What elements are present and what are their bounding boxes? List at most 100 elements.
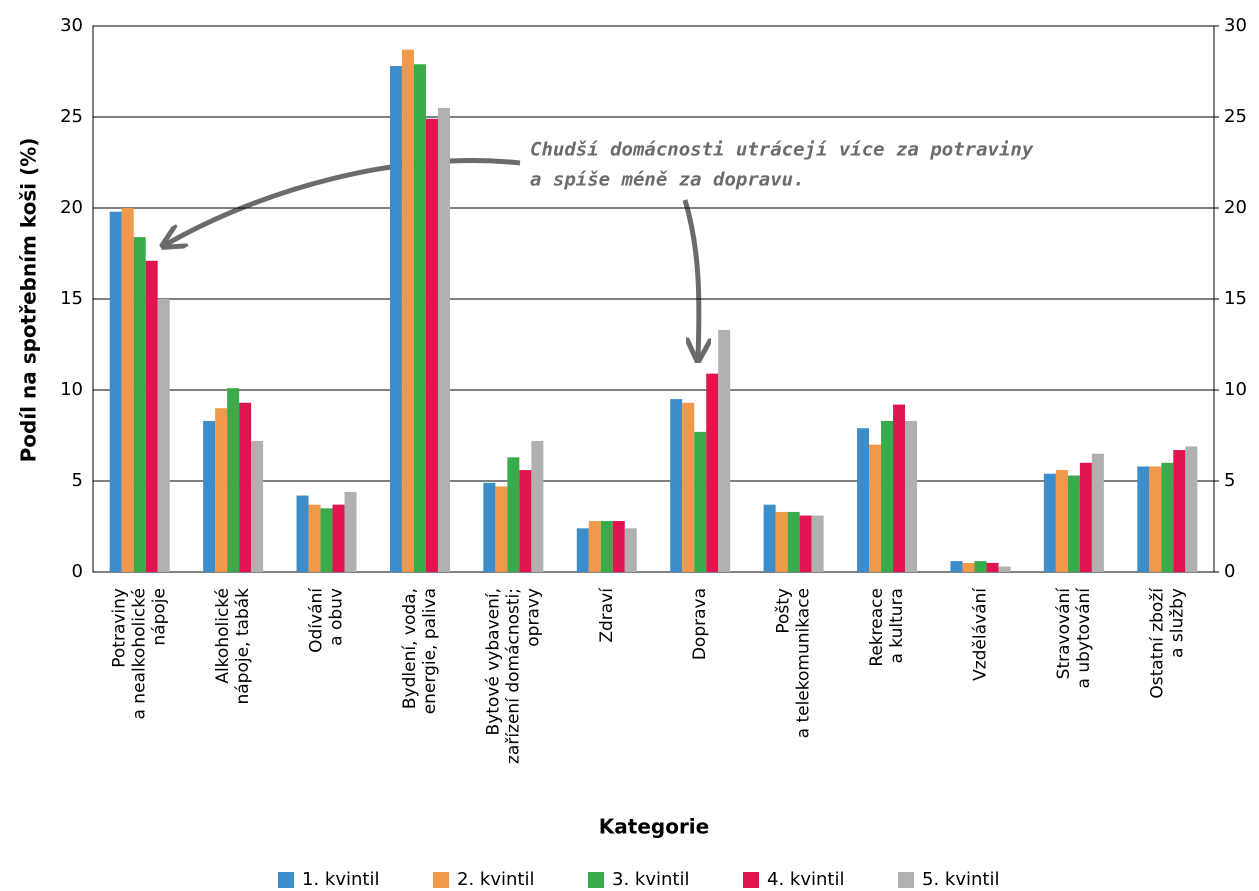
y2-tick-label: 20 [1224,197,1247,218]
legend-swatch [278,872,294,888]
x-tick-label: Stravovánía ubytování [1054,587,1094,689]
bar [682,402,695,572]
annotation-arrow [165,158,521,245]
bar [588,521,601,572]
bar [1149,466,1162,572]
y-tick-label: 0 [72,561,83,582]
x-tick-label: Potravinya nealkoholickénápoje [110,588,170,720]
bar [718,329,731,572]
legend-label: 4. kvintil [767,869,844,890]
y-tick-label: 5 [72,470,83,491]
bar [624,528,637,572]
legend-label: 1. kvintil [302,869,379,890]
bar [1185,446,1198,572]
legend-label: 3. kvintil [612,869,689,890]
bar [133,237,146,572]
y-tick-label: 20 [60,197,83,218]
x-tick-label: Rekreacea kultura [867,588,907,667]
annotation: a spíše méně za dopravu. [530,169,805,191]
bar [332,504,345,572]
bar [576,528,589,572]
x-tick-label: Alkoholickénápoje, tabák [213,588,253,705]
x-tick-label: Zdraví [597,587,617,643]
y-tick-label: 30 [60,15,83,36]
bar [670,399,683,572]
bar [215,408,228,572]
bar [799,515,812,572]
bar [109,211,122,572]
y2-tick-label: 25 [1224,106,1247,127]
bar [998,566,1011,572]
y2-tick-label: 10 [1224,379,1247,400]
y-axis-title: Podíl na spotřebním koši (%) [17,138,41,463]
bar [763,504,776,572]
bar [121,208,134,572]
y-tick-label: 15 [60,288,83,309]
bar [308,504,321,572]
legend-swatch [588,872,604,888]
bar [1161,462,1174,572]
bar [519,470,532,572]
bar [483,482,496,572]
bar [389,66,402,572]
bar [905,420,918,572]
bar [893,404,906,572]
x-tick-label: Ostatní zbožía služby [1147,587,1187,699]
y2-tick-label: 5 [1224,470,1235,491]
x-tick-label: Odívánía obuv [307,587,347,653]
bar [401,49,414,573]
bar [612,521,625,572]
bar [227,388,240,572]
bar [869,444,882,572]
legend-swatch [898,872,914,888]
bar [1079,462,1092,572]
bar [157,299,170,572]
bar [495,486,508,572]
y2-tick-label: 30 [1224,15,1247,36]
y2-tick-label: 15 [1224,288,1247,309]
bar [1043,473,1056,572]
bar [1173,450,1186,572]
bar [203,420,216,572]
bar [787,511,800,572]
x-tick-label: Bytové vybavení,zařízení domácnosti;opra… [483,588,543,764]
legend-swatch [433,872,449,888]
x-tick-label: Doprava [690,588,710,660]
bar [1137,466,1150,572]
bar [974,561,987,572]
bar [950,561,963,572]
legend-swatch [743,872,759,888]
bar [344,491,357,572]
bar [1067,475,1080,572]
x-axis-title: Kategorie [599,815,709,839]
bar [296,495,309,572]
bar [694,431,707,572]
bar [239,402,252,572]
bar [775,511,788,572]
annotation: Chudší domácnosti utrácejí více za potra… [530,139,1034,161]
y-tick-label: 10 [60,379,83,400]
y-tick-label: 25 [60,106,83,127]
bar [437,107,450,573]
legend-label: 5. kvintil [922,869,999,890]
x-tick-label: Bydlení, voda,energie, paliva [400,588,440,714]
bar [706,373,719,572]
bar [811,515,824,572]
legend-label: 2. kvintil [457,869,534,890]
bar [251,440,264,572]
x-tick-label: Vzdělávání [970,587,990,681]
bar [507,457,520,572]
plot-frame [92,25,1215,573]
bar [962,562,975,572]
bar [1055,470,1068,572]
bar [1091,453,1104,572]
bar [531,440,544,572]
bar [857,428,870,572]
bar [320,508,333,572]
bar [600,521,613,572]
bar [145,260,158,572]
y2-tick-label: 0 [1224,561,1235,582]
annotation-arrow [682,199,699,358]
bar [413,64,426,572]
